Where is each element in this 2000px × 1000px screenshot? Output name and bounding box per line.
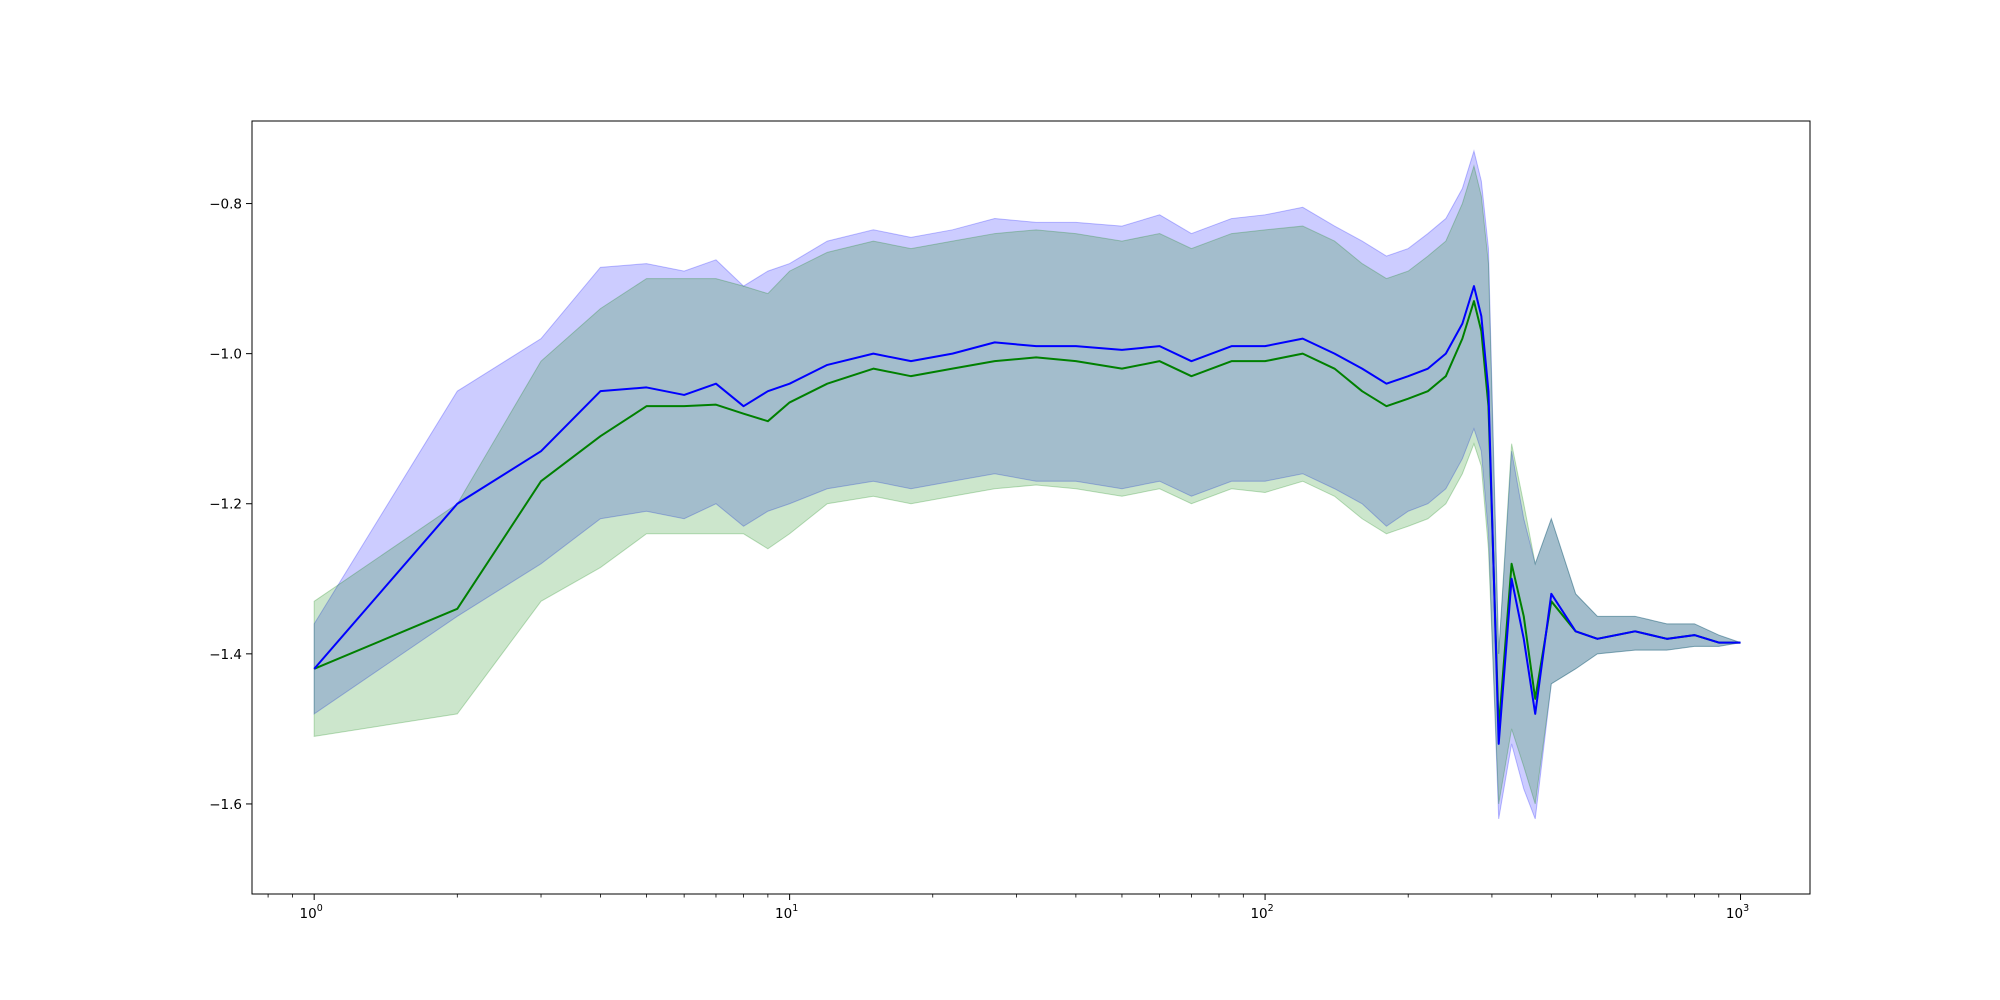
- confidence-bands: [313, 149, 1741, 820]
- x-axis: 100 101 102 103: [267, 894, 1749, 922]
- series-2-band: [313, 164, 1741, 805]
- y-tick-label: −1.6: [209, 797, 242, 813]
- y-axis: −1.6 −1.4 −1.2 −1.0 −0.8: [209, 197, 252, 813]
- y-tick-label: −0.8: [209, 197, 242, 213]
- x-tick-label: 101: [775, 903, 798, 922]
- x-tick-label: 103: [1726, 903, 1749, 922]
- y-tick-label: −1.4: [209, 647, 242, 663]
- series-lines: [313, 285, 1741, 745]
- x-tick-label: 102: [1250, 903, 1273, 922]
- series-1-line: [313, 285, 1741, 745]
- y-tick-label: −1.2: [209, 497, 242, 513]
- x-tick-label: 100: [300, 903, 323, 922]
- plot-area-frame: [251, 120, 1811, 895]
- series-1-band: [313, 149, 1741, 820]
- y-tick-label: −1.0: [209, 347, 242, 363]
